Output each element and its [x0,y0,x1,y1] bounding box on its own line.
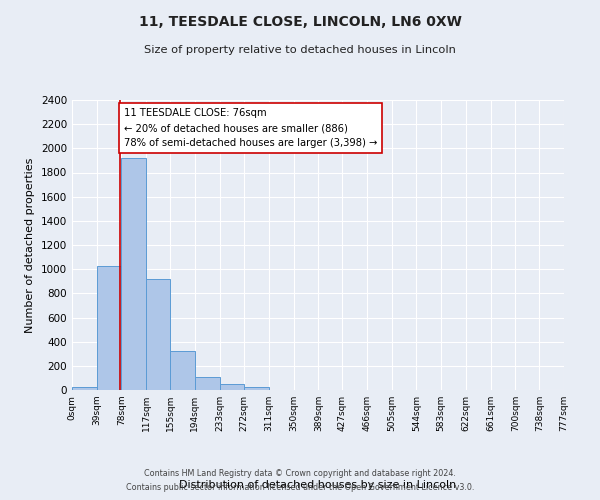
Y-axis label: Number of detached properties: Number of detached properties [25,158,35,332]
Bar [121,158,146,390]
Bar [72,387,97,390]
Bar [170,352,195,390]
X-axis label: Distribution of detached houses by size in Lincoln: Distribution of detached houses by size … [179,480,457,490]
Bar [244,387,269,390]
Bar [97,266,121,390]
Text: 11, TEESDALE CLOSE, LINCOLN, LN6 0XW: 11, TEESDALE CLOSE, LINCOLN, LN6 0XW [139,15,461,29]
Bar [195,378,220,390]
Bar [220,384,244,390]
Text: Size of property relative to detached houses in Lincoln: Size of property relative to detached ho… [144,45,456,55]
Text: Contains public sector information licensed under the Open Government Licence v3: Contains public sector information licen… [126,484,474,492]
Text: Contains HM Land Registry data © Crown copyright and database right 2024.: Contains HM Land Registry data © Crown c… [144,468,456,477]
Bar [146,279,170,390]
Text: 11 TEESDALE CLOSE: 76sqm
← 20% of detached houses are smaller (886)
78% of semi-: 11 TEESDALE CLOSE: 76sqm ← 20% of detach… [124,108,377,148]
